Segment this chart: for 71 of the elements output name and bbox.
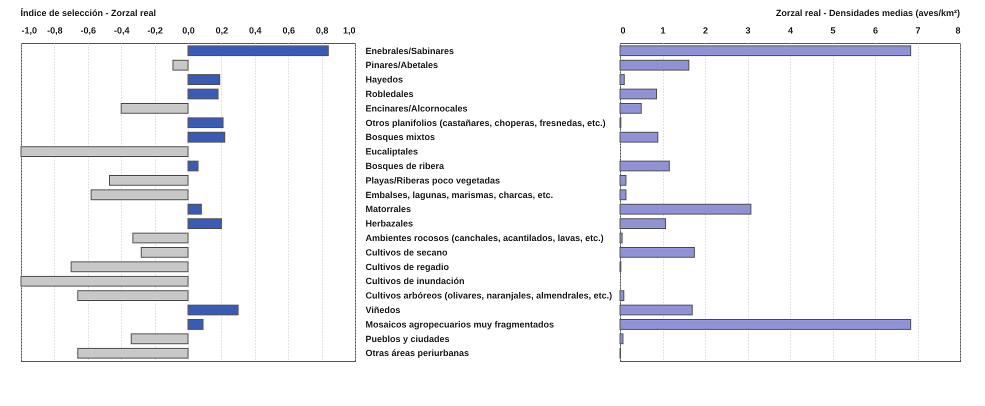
bar — [620, 247, 695, 258]
x-tick-label: 8 — [955, 26, 960, 36]
y-tick-label: Viñedos — [366, 305, 400, 316]
y-tick-label: Bosques mixtos — [366, 132, 436, 142]
bar — [620, 175, 626, 186]
y-tick-label: Pinares/Abetales — [366, 60, 438, 70]
bar — [620, 60, 690, 71]
bar — [620, 132, 658, 143]
bar — [620, 319, 912, 330]
bar — [620, 218, 666, 229]
y-tick-label: Bosques de ribera — [366, 160, 446, 171]
y-tick-label: Pueblos y ciudades — [366, 334, 450, 344]
y-tick-label: Cultivos arbóreos (olivares, naranjales, almendrales, etc.) — [366, 290, 612, 301]
x-tick-label: 0,0 — [182, 26, 195, 36]
x-tick-label: 1,0 — [342, 26, 356, 36]
y-tick-label: Encinares/Alcornocales — [366, 103, 468, 114]
bar — [188, 204, 202, 215]
bar — [188, 319, 204, 330]
y-tick-label: Cultivos de inundación — [366, 276, 465, 286]
y-tick-label: Eucaliptales — [366, 146, 418, 157]
x-tick-label: 0,8 — [316, 26, 328, 36]
x-tick-label: 0 — [620, 26, 626, 36]
x-tick-label: 2 — [702, 26, 708, 36]
y-tick-label: Otras áreas periurbanas — [366, 348, 470, 358]
bar — [620, 290, 624, 302]
y-tick-label: Hayedos — [366, 74, 404, 85]
x-tick-label: -0,8 — [47, 26, 63, 36]
y-tick-label: Otros planifolios (castañares, choperas, fresnedas, etc.) — [366, 118, 606, 128]
bar — [188, 132, 226, 143]
bar — [620, 45, 912, 56]
bar — [620, 232, 623, 244]
bar — [188, 160, 199, 172]
x-tick-label: 5 — [830, 26, 836, 36]
chart-title: Índice de selección - Zorzal real — [20, 8, 156, 18]
x-tick-label: 3 — [745, 26, 751, 36]
x-tick-label: 0,6 — [282, 26, 295, 36]
bar — [188, 88, 219, 100]
bar — [188, 45, 329, 56]
y-tick-label: Mosaicos agropecuarios muy fragmentados — [366, 319, 554, 330]
bar — [188, 304, 239, 316]
x-tick-label: 6 — [872, 26, 878, 36]
x-tick-label: 1 — [660, 26, 666, 36]
y-tick-label: Herbazales — [366, 218, 414, 229]
bar — [620, 160, 670, 172]
y-tick-label: Matorrales — [366, 204, 412, 214]
bar — [620, 304, 693, 316]
x-tick-label: -0,2 — [147, 26, 163, 36]
bar — [620, 204, 752, 215]
x-tick-label: -0,4 — [114, 26, 130, 36]
bar — [620, 74, 625, 85]
x-tick-label: 7 — [915, 26, 921, 36]
y-tick-label: Robledales — [366, 88, 414, 99]
y-tick-label: Embalses, lagunas, marismas, charcas, etc. — [366, 190, 554, 200]
y-tick-label: Cultivos de regadio — [366, 262, 450, 272]
y-tick-label: Playas/Riberas poco vegetadas — [366, 175, 500, 186]
chart-title: Zorzal real - Densidades medias (aves/km²) — [776, 8, 960, 18]
bar — [188, 74, 220, 85]
y-tick-label: Enebrales/Sabinares — [366, 46, 454, 56]
bar — [620, 102, 642, 114]
bar — [620, 333, 624, 344]
x-tick-label: -1,0 — [22, 26, 38, 36]
y-tick-label: Cultivos de secano — [366, 247, 448, 258]
bar — [188, 117, 224, 128]
bar — [188, 218, 222, 229]
x-tick-label: 4 — [788, 26, 794, 36]
bar — [620, 189, 626, 200]
x-tick-label: -0,6 — [80, 26, 96, 36]
x-tick-label: 0,2 — [216, 26, 228, 36]
bar — [620, 88, 658, 100]
x-tick-label: 0,4 — [249, 26, 262, 36]
y-tick-label: Ambientes rocosos (canchales, acantilados, lavas, etc.) — [366, 233, 604, 244]
